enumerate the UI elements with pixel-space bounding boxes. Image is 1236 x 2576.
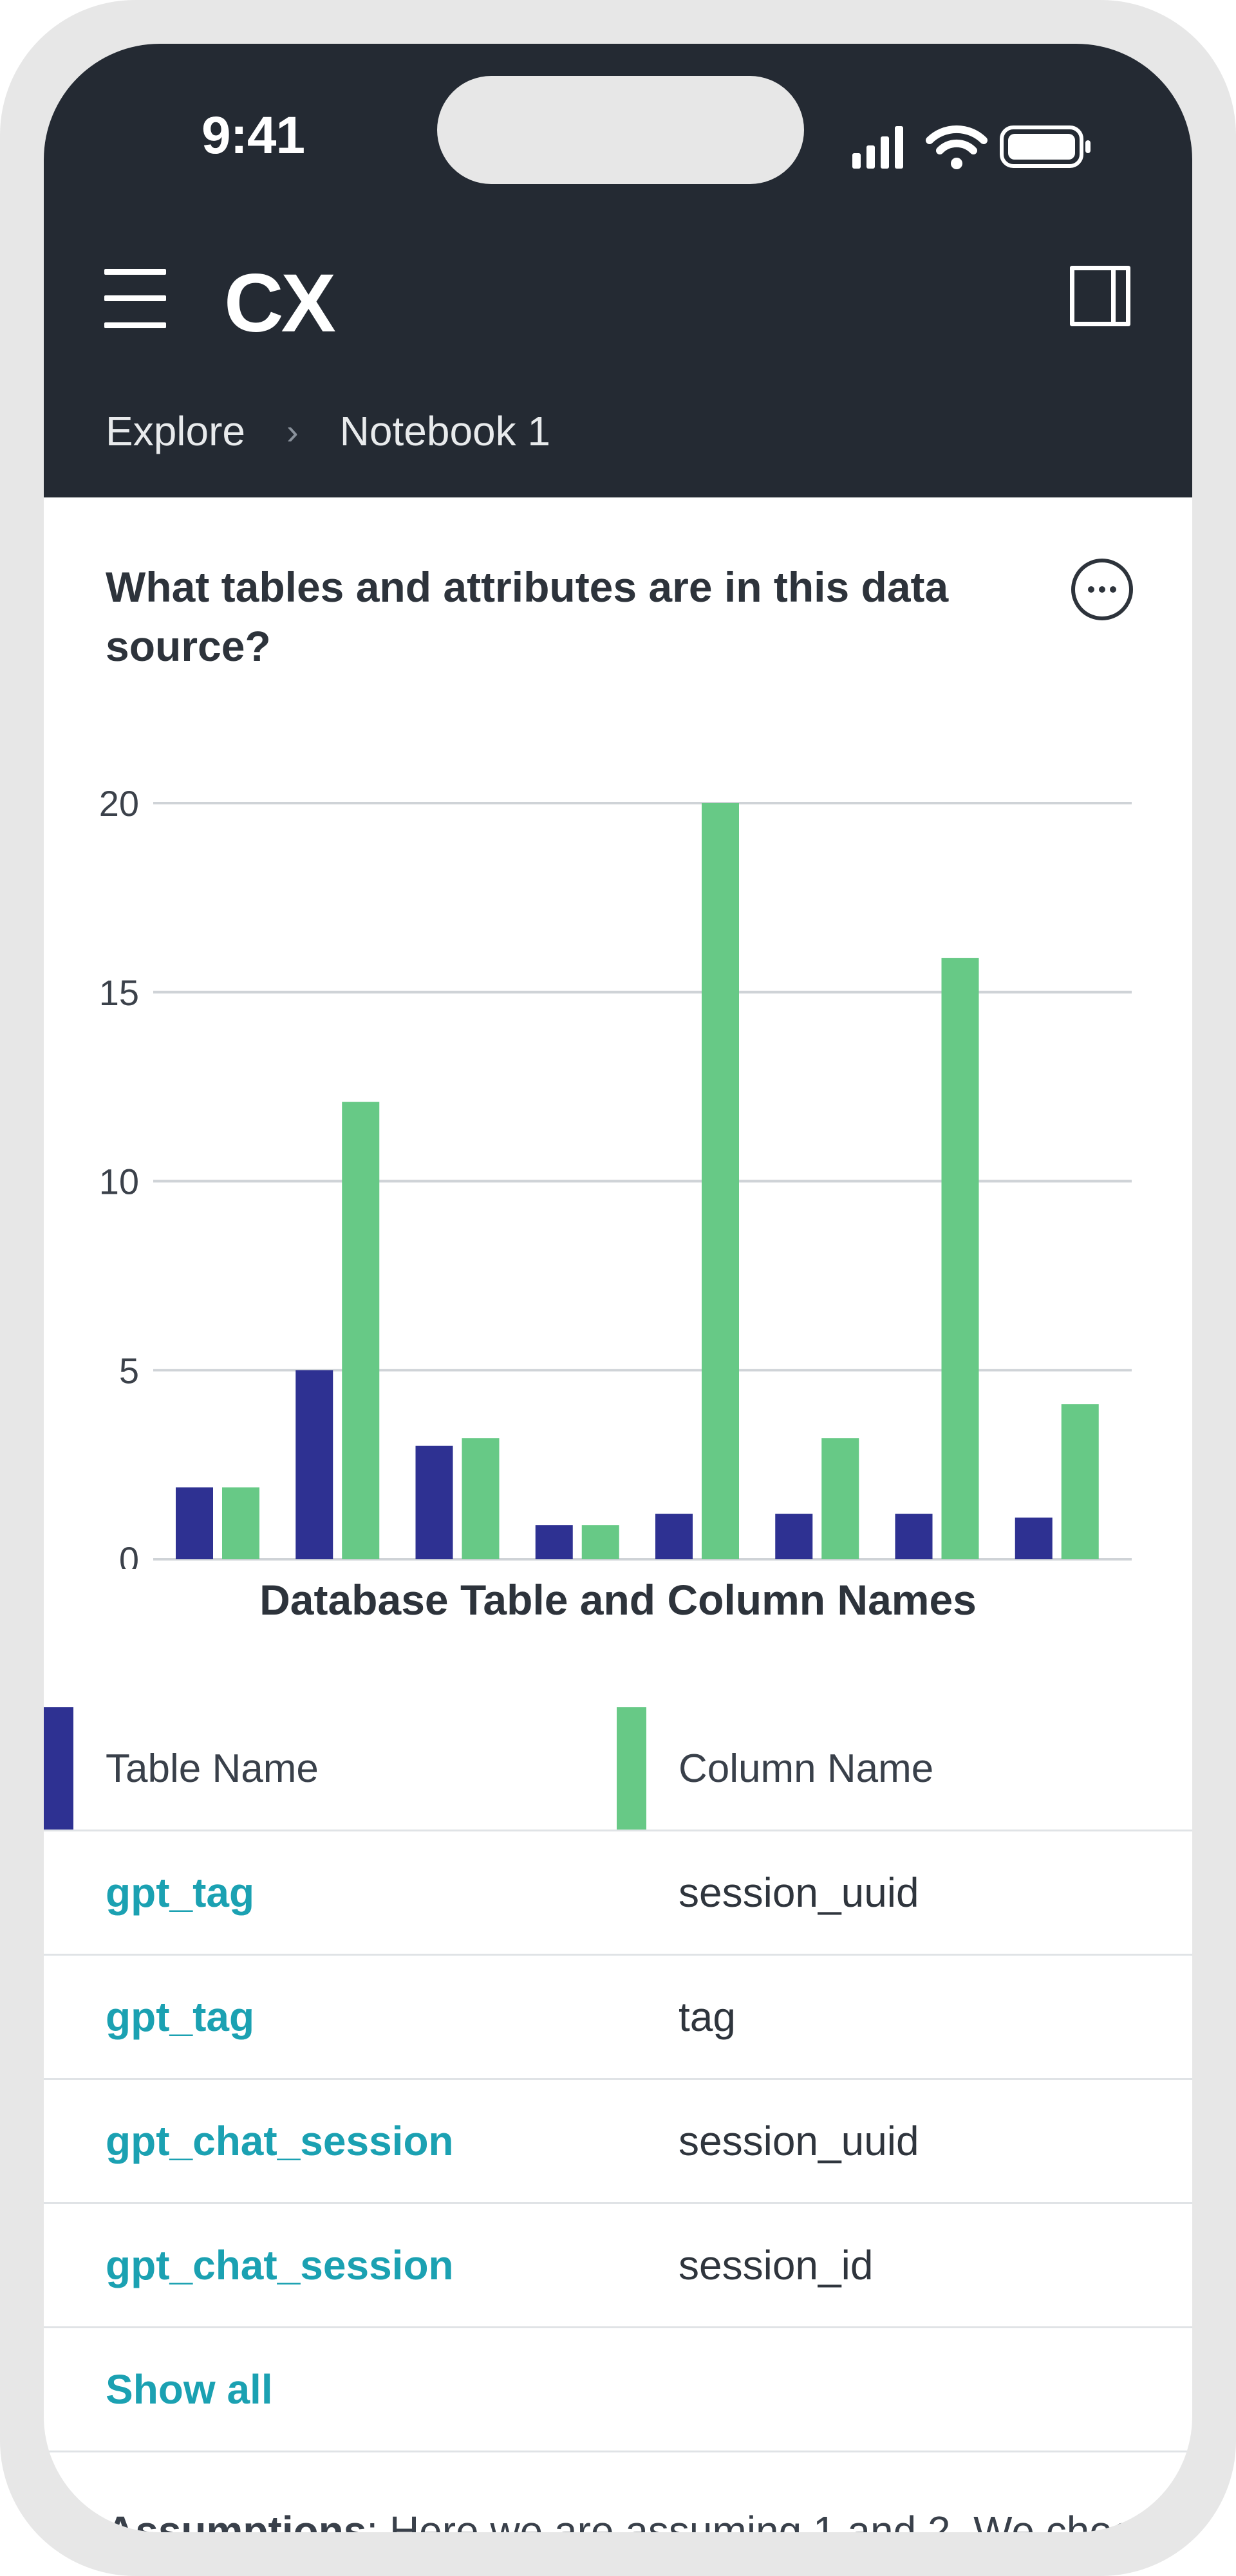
table-row: gpt_chat_session session_uuid xyxy=(44,2080,1192,2204)
column-name-legend-swatch xyxy=(617,1707,646,1830)
header-column-name: Column Name xyxy=(679,1746,934,1791)
bar-table-name xyxy=(1015,1517,1053,1559)
chart-title: Database Table and Column Names xyxy=(259,1576,977,1624)
table-name-link[interactable]: gpt_tag xyxy=(106,1869,255,1916)
app-header: 9:41 xyxy=(44,44,1192,497)
wifi-icon xyxy=(926,125,988,169)
app-screen: 9:41 xyxy=(44,44,1192,2532)
y-tick-label: 15 xyxy=(99,972,139,1013)
table-header: Table Name Column Name xyxy=(44,1707,1192,1831)
show-all-link[interactable]: Show all xyxy=(106,2366,273,2413)
hamburger-menu-icon[interactable] xyxy=(104,269,166,328)
side-panel-icon[interactable] xyxy=(1070,266,1130,326)
bar-column-name xyxy=(462,1438,500,1559)
bar-table-name xyxy=(775,1514,813,1559)
column-name-cell: session_uuid xyxy=(679,1869,919,1916)
table-row: gpt_tag tag xyxy=(44,1956,1192,2080)
bar-table-name xyxy=(655,1514,693,1559)
table-name-link[interactable]: gpt_chat_session xyxy=(106,2118,454,2164)
bar-table-name xyxy=(535,1525,573,1559)
breadcrumb-notebook[interactable]: Notebook 1 xyxy=(339,408,550,454)
bar-column-name xyxy=(702,803,739,1559)
breadcrumb: Explore › Notebook 1 xyxy=(106,407,550,455)
table-name-link[interactable]: gpt_tag xyxy=(106,1994,255,2040)
bar-column-name xyxy=(222,1487,259,1559)
table-row: gpt_chat_session session_id xyxy=(44,2204,1192,2328)
assumptions-note: Assumptions: Here we are assuming 1 and … xyxy=(106,2507,1179,2532)
y-tick-label: 20 xyxy=(99,783,139,824)
bar-chart: 0 5 10 15 20 xyxy=(99,783,1132,1569)
y-tick-label: 0 xyxy=(119,1539,139,1569)
breadcrumb-explore[interactable]: Explore xyxy=(106,408,245,454)
bar-table-name xyxy=(176,1487,213,1559)
header-table-name: Table Name xyxy=(106,1746,319,1791)
status-time: 9:41 xyxy=(201,106,305,165)
battery-icon xyxy=(1000,125,1091,168)
app-logo: CX xyxy=(224,257,336,349)
y-tick-label: 5 xyxy=(119,1350,139,1391)
assumptions-text: : Here we are assuming 1 and 2. We choos… xyxy=(366,2508,1179,2532)
signal-icon xyxy=(852,126,903,169)
data-table: Table Name Column Name gpt_tag session_u… xyxy=(44,1707,1192,2452)
more-options-button[interactable] xyxy=(1071,559,1133,620)
bar-column-name xyxy=(821,1438,859,1559)
bar-column-name xyxy=(342,1102,380,1559)
table-name-link[interactable]: gpt_chat_session xyxy=(106,2242,454,2288)
bar-column-name xyxy=(1061,1404,1099,1559)
show-all-row: Show all xyxy=(44,2328,1192,2452)
bar-table-name xyxy=(295,1370,333,1559)
bar-column-name xyxy=(941,958,979,1559)
dynamic-island xyxy=(437,76,804,184)
table-name-legend-swatch xyxy=(44,1707,73,1830)
column-name-cell: session_uuid xyxy=(679,2118,919,2164)
column-name-cell: tag xyxy=(679,1994,736,2040)
status-icons xyxy=(852,125,1091,169)
bar-table-name xyxy=(895,1514,933,1559)
bar-table-name xyxy=(415,1445,453,1559)
card-question: What tables and attributes are in this d… xyxy=(106,563,949,670)
column-name-cell: session_id xyxy=(679,2242,874,2288)
bar-column-name xyxy=(581,1525,619,1559)
assumptions-label: Assumptions xyxy=(106,2508,367,2532)
breadcrumb-separator: › xyxy=(286,411,299,452)
table-row: gpt_tag session_uuid xyxy=(44,1831,1192,1956)
y-tick-label: 10 xyxy=(99,1162,139,1202)
